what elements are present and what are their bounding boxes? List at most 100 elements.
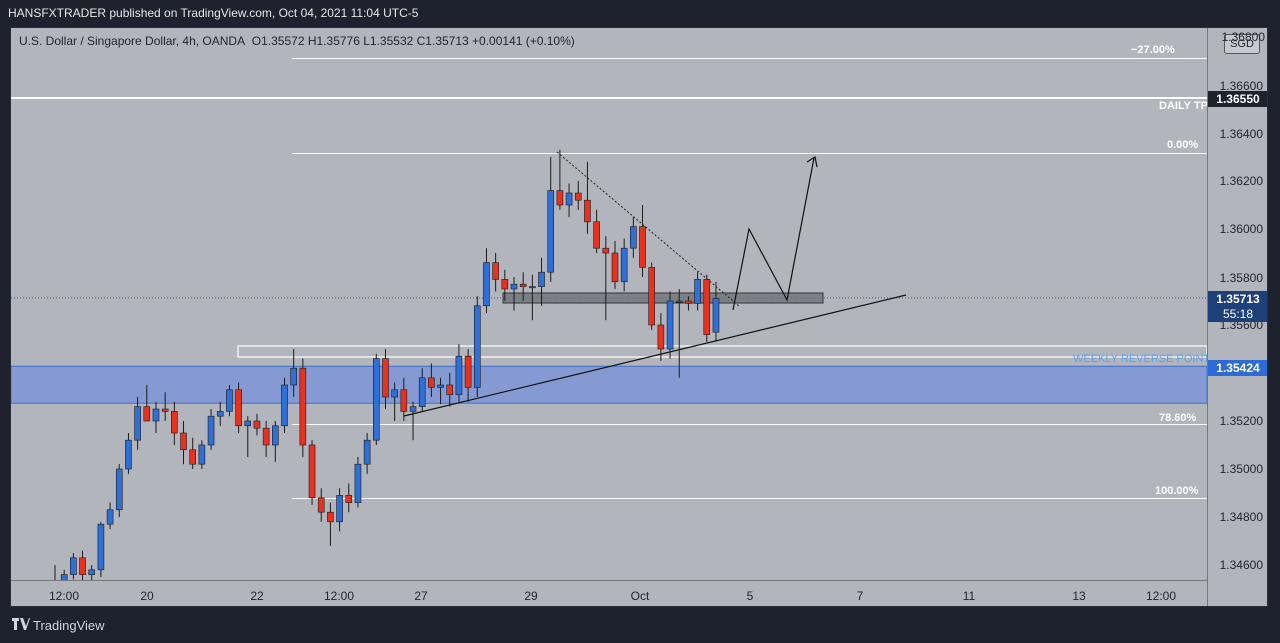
footer-brand[interactable]: TradingView [33, 618, 105, 633]
fib-level-100: 100.00% [1155, 485, 1199, 497]
candle-body [262, 427, 270, 446]
candle-body [207, 415, 215, 446]
resistance-trendline [556, 151, 740, 307]
ohlc-change: +0.00141 (+0.10%) [472, 34, 575, 48]
symbol-legend: U.S. Dollar / Singapore Dollar, 4h, OAND… [19, 34, 575, 48]
candle-body [272, 425, 279, 446]
chart-canvas[interactable] [11, 28, 1207, 580]
candle-body [565, 192, 573, 206]
candle-body [694, 279, 701, 304]
publisher-bar: HANSFXTRADER published on TradingView.co… [0, 0, 1280, 27]
candle-body [529, 286, 536, 289]
candle-body [418, 377, 426, 407]
time-label: 29 [524, 589, 538, 603]
candle-body [345, 495, 353, 503]
candle-body [492, 262, 499, 280]
candle-body [152, 408, 160, 422]
weekly-zone [11, 365, 1207, 404]
candle-body [327, 511, 334, 523]
chart-frame[interactable]: U.S. Dollar / Singapore Dollar, 4h, OAND… [10, 27, 1268, 607]
candle-body [611, 252, 619, 283]
candle-body [290, 367, 297, 386]
candle-body [400, 389, 408, 412]
ohlc-high: H1.35776 [307, 34, 360, 48]
price-tick: 1.35200 [1219, 414, 1263, 428]
price-tick: 1.35800 [1219, 271, 1263, 285]
published-info: HANSFXTRADER published on TradingView.co… [8, 6, 419, 20]
candle-body [88, 569, 96, 575]
time-label: 20 [140, 589, 154, 603]
candle-body [593, 221, 600, 249]
weekly-reverse-label: WEEKLY REVERSE POINT [1073, 353, 1211, 365]
candle-body [574, 192, 582, 201]
price-tick: 1.34800 [1219, 510, 1263, 524]
candle-body [180, 432, 187, 451]
candle-body [363, 439, 371, 465]
candle-body [501, 279, 509, 290]
time-label: 12:00 [323, 589, 355, 603]
candle-body [703, 279, 711, 335]
price-tick: 1.35000 [1219, 462, 1263, 476]
projection-path [732, 157, 815, 311]
candle-body [115, 468, 123, 511]
candle-body [189, 449, 196, 465]
candle-body [216, 411, 224, 417]
price-tick-top: 1.36800 [1221, 30, 1265, 44]
candle-body [336, 495, 343, 523]
candle-body [79, 557, 86, 575]
candle-body [391, 389, 398, 398]
fib-level-neg27: −27.00% [1131, 44, 1175, 56]
candle-body [235, 389, 242, 427]
time-label: 11 [962, 589, 976, 603]
ohlc-open: O1.35572 [251, 34, 305, 48]
candle-body [97, 523, 105, 571]
currency-button[interactable]: SGD [1224, 34, 1260, 54]
candle-body [317, 497, 325, 513]
price-tick: 1.36400 [1219, 127, 1263, 141]
time-label: 7 [856, 589, 864, 603]
time-label: 22 [250, 589, 264, 603]
price-tick: 1.36600 [1219, 79, 1263, 93]
candle-body [409, 406, 417, 412]
candle-body [602, 247, 610, 254]
candle-body [657, 324, 665, 350]
candle-body [372, 358, 380, 441]
candle-body [483, 262, 490, 307]
candle-body [60, 574, 68, 580]
candle-body [161, 408, 169, 412]
candle-body [244, 420, 252, 427]
price-tick: 1.36200 [1219, 174, 1263, 188]
candle-body [666, 300, 674, 350]
time-label: 12:00 [1145, 589, 1177, 603]
footer-bar: TradingView [0, 607, 1280, 643]
tradingview-logo-icon[interactable] [12, 618, 30, 633]
candle-body [253, 420, 261, 429]
current-price-badge: 1.35713 [1208, 291, 1267, 307]
candle-body [198, 444, 206, 465]
candle-body [226, 389, 233, 412]
candle-body [630, 226, 637, 249]
ohlc-low: L1.35532 [363, 34, 414, 48]
candle-body [437, 384, 444, 388]
candle-body [299, 367, 307, 446]
candle-body [308, 444, 316, 499]
candle-body [685, 300, 692, 304]
candle-body [556, 190, 564, 206]
candle-body [712, 298, 720, 333]
price-tick: 1.36000 [1219, 222, 1263, 236]
chart-pane[interactable]: U.S. Dollar / Singapore Dollar, 4h, OAND… [11, 28, 1211, 580]
candle-body [510, 283, 518, 290]
candle-body [519, 283, 527, 287]
daily-tp-price-badge: 1.36550 [1208, 91, 1267, 107]
time-axis[interactable]: 12:00 20 22 12:00 27 29 Oct 5 7 11 13 12… [11, 580, 1207, 606]
candle-body [382, 358, 389, 398]
time-label: 12:00 [48, 589, 80, 603]
weekly-price-badge: 1.35424 [1208, 360, 1267, 376]
candle-body [171, 411, 178, 434]
ohlc-close: C1.35713 [416, 34, 469, 48]
projection-arrowhead [806, 156, 818, 168]
time-label: Oct [630, 589, 650, 603]
candle-body [675, 300, 683, 303]
weekly-reverse-box [237, 345, 1207, 358]
symbol-name: U.S. Dollar / Singapore Dollar, 4h, OAND… [19, 34, 246, 48]
